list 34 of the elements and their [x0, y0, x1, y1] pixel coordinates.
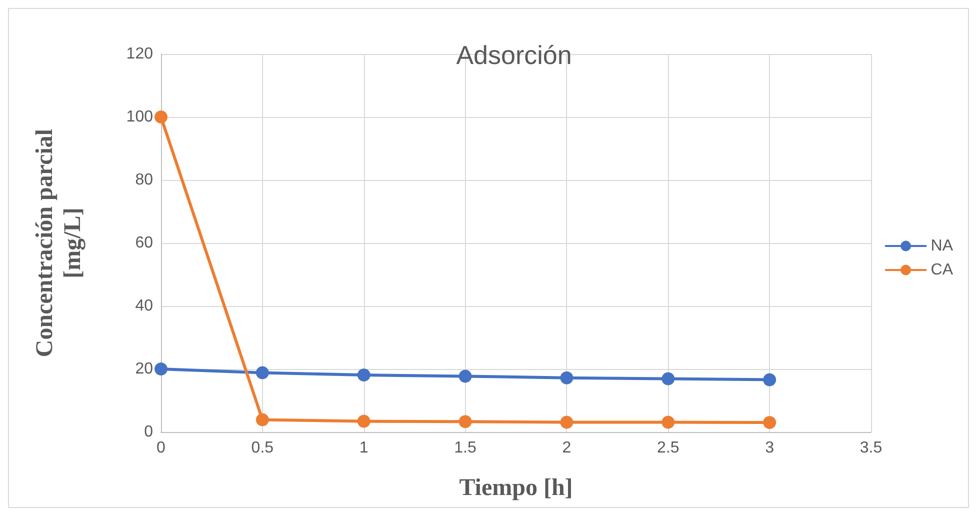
y-tick-label: 120	[126, 46, 154, 62]
point	[560, 371, 574, 384]
point	[763, 416, 776, 430]
point	[154, 362, 168, 376]
point	[458, 415, 472, 428]
y-tick-label: 40	[135, 298, 154, 314]
y-tick-label: 100	[126, 108, 154, 126]
y-axis-title: Concentración parcial [mg/L]	[32, 128, 86, 358]
legend-label: CA	[930, 262, 954, 278]
x-tick-label: 3	[765, 440, 774, 456]
point	[256, 413, 269, 426]
legend-label: NA	[930, 238, 954, 254]
point	[154, 110, 168, 124]
point	[763, 373, 776, 386]
y-tick-label: 60	[135, 234, 154, 252]
point	[357, 368, 370, 382]
x-tick-label: 1	[359, 440, 368, 456]
chart-title: Adsorción	[456, 40, 572, 70]
point	[357, 414, 370, 428]
point	[560, 416, 574, 429]
y-tick-label: 0	[144, 424, 154, 440]
y-tick-label: 80	[135, 172, 154, 188]
point	[458, 370, 472, 383]
x-tick-label: 3.5	[860, 440, 882, 456]
point	[256, 366, 269, 380]
x-tick-label: 2	[562, 440, 572, 456]
point	[662, 372, 675, 386]
x-axis-title: Tiempo [h]	[459, 475, 573, 501]
y-tick-label: 20	[135, 360, 154, 378]
x-tick-label: 0	[156, 440, 166, 456]
x-tick-label: 0.5	[251, 440, 274, 456]
x-tick-label: 2.5	[657, 440, 680, 456]
point	[662, 416, 675, 429]
x-tick-label: 1.5	[454, 440, 477, 456]
